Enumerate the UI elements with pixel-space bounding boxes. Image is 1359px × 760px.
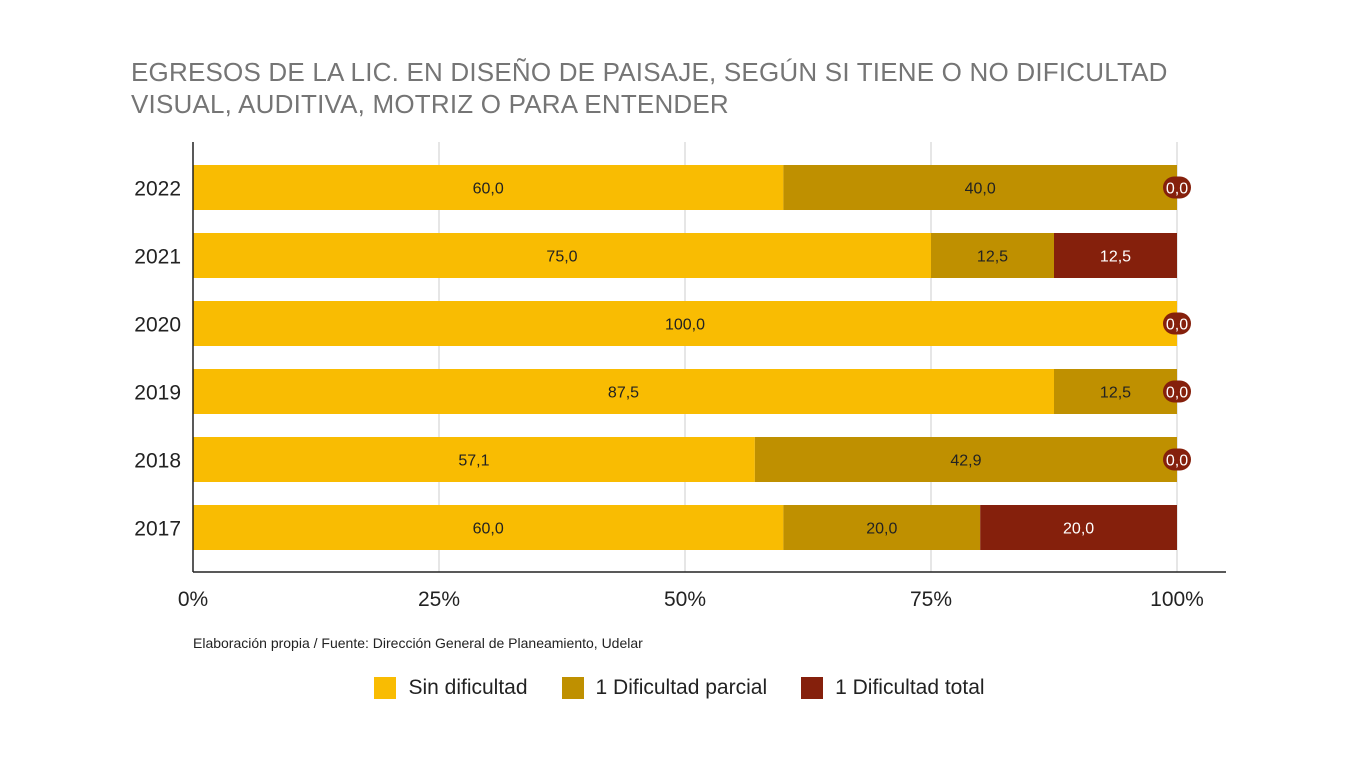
x-tick-label: 50% xyxy=(664,588,706,611)
zero-label-badge xyxy=(1163,176,1191,199)
zero-label-badge xyxy=(1163,448,1191,471)
bar-segment xyxy=(193,165,784,210)
stacked-bar-chart: 60,0 40,0 0,0 2022 75,0 12,5 12,5 2021 100,0 0,0 2… xyxy=(134,142,1226,611)
data-label: 0,0 xyxy=(1166,317,1188,334)
data-label: 20,0 xyxy=(866,521,897,538)
bar-segment xyxy=(980,505,1177,550)
data-label: 20,0 xyxy=(1063,521,1094,538)
data-label: 12,5 xyxy=(977,249,1008,266)
legend-item-dificultad-parcial: 1 Dificultad parcial xyxy=(561,676,768,700)
data-label: 0,0 xyxy=(1166,181,1188,198)
x-tick-label: 100% xyxy=(1150,588,1204,611)
data-label: 60,0 xyxy=(473,181,504,198)
legend-swatch-dificultad-parcial xyxy=(561,677,584,699)
legend: Sin dificultad 1 Dificultad parcial 1 Di… xyxy=(0,676,1359,700)
bar-segment xyxy=(783,165,1177,210)
category-label: 2022 xyxy=(134,178,181,201)
data-label: 0,0 xyxy=(1166,453,1188,470)
category-label: 2019 xyxy=(134,382,181,405)
bar-segment xyxy=(931,233,1054,278)
legend-item-dificultad-total: 1 Dificultad total xyxy=(801,676,985,700)
data-label: 57,1 xyxy=(458,453,489,470)
bar-segment xyxy=(1054,369,1177,414)
category-label: 2017 xyxy=(134,518,181,541)
bar-segment xyxy=(783,505,981,550)
x-tick-label: 75% xyxy=(910,588,952,611)
legend-swatch-dificultad-total xyxy=(801,677,824,699)
data-label: 40,0 xyxy=(965,181,996,198)
category-label: 2018 xyxy=(134,450,181,473)
data-label: 100,0 xyxy=(665,317,705,334)
x-tick-label: 25% xyxy=(418,588,460,611)
chart-title-line-2: VISUAL, AUDITIVA, MOTRIZ O PARA ENTENDER xyxy=(131,89,729,119)
chart-title-line-1: EGRESOS DE LA LIC. EN DISEÑO DE PAISAJE,… xyxy=(131,57,1168,87)
data-label: 60,0 xyxy=(473,521,504,538)
chart-title: EGRESOS DE LA LIC. EN DISEÑO DE PAISAJE,… xyxy=(131,56,1251,120)
zero-label-badge xyxy=(1163,380,1191,403)
bar-segment xyxy=(193,437,755,482)
legend-label-dificultad-parcial: 1 Dificultad parcial xyxy=(595,676,768,699)
data-label: 12,5 xyxy=(1100,249,1131,266)
data-label: 87,5 xyxy=(608,385,639,402)
bar-segment xyxy=(193,369,1054,414)
bar-segment xyxy=(754,437,1177,482)
legend-item-sin-dificultad: Sin dificultad xyxy=(374,676,528,700)
legend-swatch-sin-dificultad xyxy=(374,677,397,699)
x-tick-label: 0% xyxy=(178,588,208,611)
data-label: 75,0 xyxy=(546,249,577,266)
category-label: 2020 xyxy=(134,314,181,337)
legend-label-dificultad-total: 1 Dificultad total xyxy=(835,676,985,699)
category-label: 2021 xyxy=(134,246,181,269)
source-note: Elaboración propia / Fuente: Dirección G… xyxy=(193,635,643,651)
data-label: 0,0 xyxy=(1166,385,1188,402)
bar-segment xyxy=(193,505,784,550)
data-label: 42,9 xyxy=(950,453,981,470)
bar-segment xyxy=(193,233,931,278)
data-label: 12,5 xyxy=(1100,385,1131,402)
bar-segment xyxy=(1054,233,1177,278)
legend-label-sin-dificultad: Sin dificultad xyxy=(408,676,528,699)
zero-label-badge xyxy=(1163,312,1191,335)
bar-segment xyxy=(193,301,1177,346)
